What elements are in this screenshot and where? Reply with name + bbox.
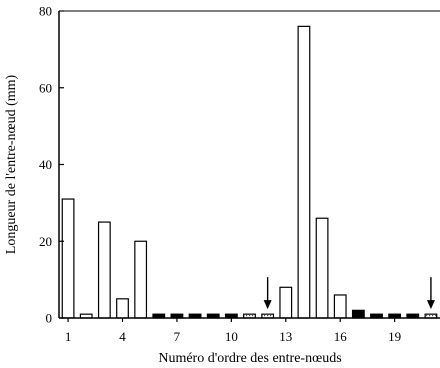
bar-5 bbox=[134, 240, 148, 319]
ticks-group: 0 20 40 60 80 1 4 7 10 13 16 19 bbox=[39, 4, 401, 345]
x-tick-label: 10 bbox=[225, 329, 238, 344]
x-axis-title: Numéro d'ordre des entre-nœuds bbox=[158, 351, 341, 366]
axes-group bbox=[58, 10, 440, 319]
bar-17 bbox=[351, 309, 365, 319]
y-axis-title: Longueur de l'entre-nœud (mm) bbox=[4, 74, 19, 254]
bar-4 bbox=[116, 298, 129, 319]
bars-group bbox=[61, 25, 438, 319]
bar-1 bbox=[61, 198, 75, 319]
y-tick-label: 80 bbox=[39, 4, 52, 19]
arrow-marker-12 bbox=[263, 277, 272, 310]
arrows-group bbox=[263, 277, 435, 310]
arrow-marker-21 bbox=[426, 277, 435, 310]
bar-3 bbox=[97, 221, 111, 319]
x-tick-label: 4 bbox=[119, 329, 126, 344]
bar-14 bbox=[297, 25, 311, 319]
bar-16 bbox=[333, 294, 347, 319]
y-tick-label: 0 bbox=[46, 311, 53, 326]
x-tick-label: 13 bbox=[279, 329, 292, 344]
x-tick-label: 7 bbox=[174, 329, 181, 344]
y-tick-label: 40 bbox=[39, 157, 52, 172]
y-tick-label: 60 bbox=[39, 80, 52, 95]
x-tick-label: 16 bbox=[334, 329, 348, 344]
bar-15 bbox=[315, 217, 329, 319]
x-tick-label: 1 bbox=[65, 329, 72, 344]
x-tick-label: 19 bbox=[388, 329, 401, 344]
y-tick-label: 20 bbox=[39, 234, 52, 249]
bar-13 bbox=[279, 286, 293, 319]
